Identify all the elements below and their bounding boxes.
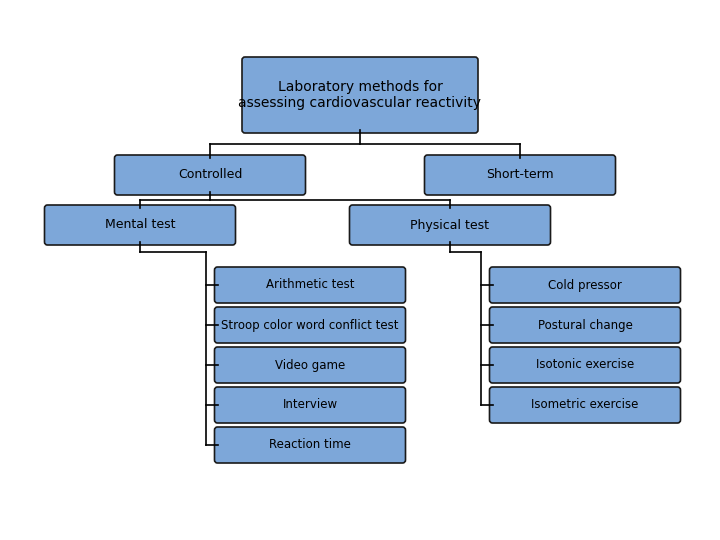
Text: Cold pressor: Cold pressor [548,279,622,292]
Text: Isometric exercise: Isometric exercise [531,399,639,411]
Text: Postural change: Postural change [538,319,632,332]
Text: Physical test: Physical test [410,219,490,232]
Text: Interview: Interview [282,399,338,411]
Text: Short-term: Short-term [486,168,554,181]
FancyBboxPatch shape [490,387,680,423]
FancyBboxPatch shape [215,307,405,343]
FancyBboxPatch shape [349,205,551,245]
FancyBboxPatch shape [215,347,405,383]
FancyBboxPatch shape [215,427,405,463]
FancyBboxPatch shape [425,155,616,195]
Text: Controlled: Controlled [178,168,242,181]
Text: Arithmetic test: Arithmetic test [266,279,354,292]
Text: Video game: Video game [275,359,345,372]
FancyBboxPatch shape [215,267,405,303]
FancyBboxPatch shape [242,57,478,133]
FancyBboxPatch shape [490,347,680,383]
Text: Stroop color word conflict test: Stroop color word conflict test [221,319,399,332]
Text: Isotonic exercise: Isotonic exercise [536,359,634,372]
FancyBboxPatch shape [490,267,680,303]
FancyBboxPatch shape [45,205,235,245]
FancyBboxPatch shape [215,387,405,423]
Text: Laboratory methods for
assessing cardiovascular reactivity: Laboratory methods for assessing cardiov… [238,80,482,110]
Text: Reaction time: Reaction time [269,438,351,451]
Text: Mental test: Mental test [104,219,175,232]
FancyBboxPatch shape [490,307,680,343]
FancyBboxPatch shape [114,155,305,195]
